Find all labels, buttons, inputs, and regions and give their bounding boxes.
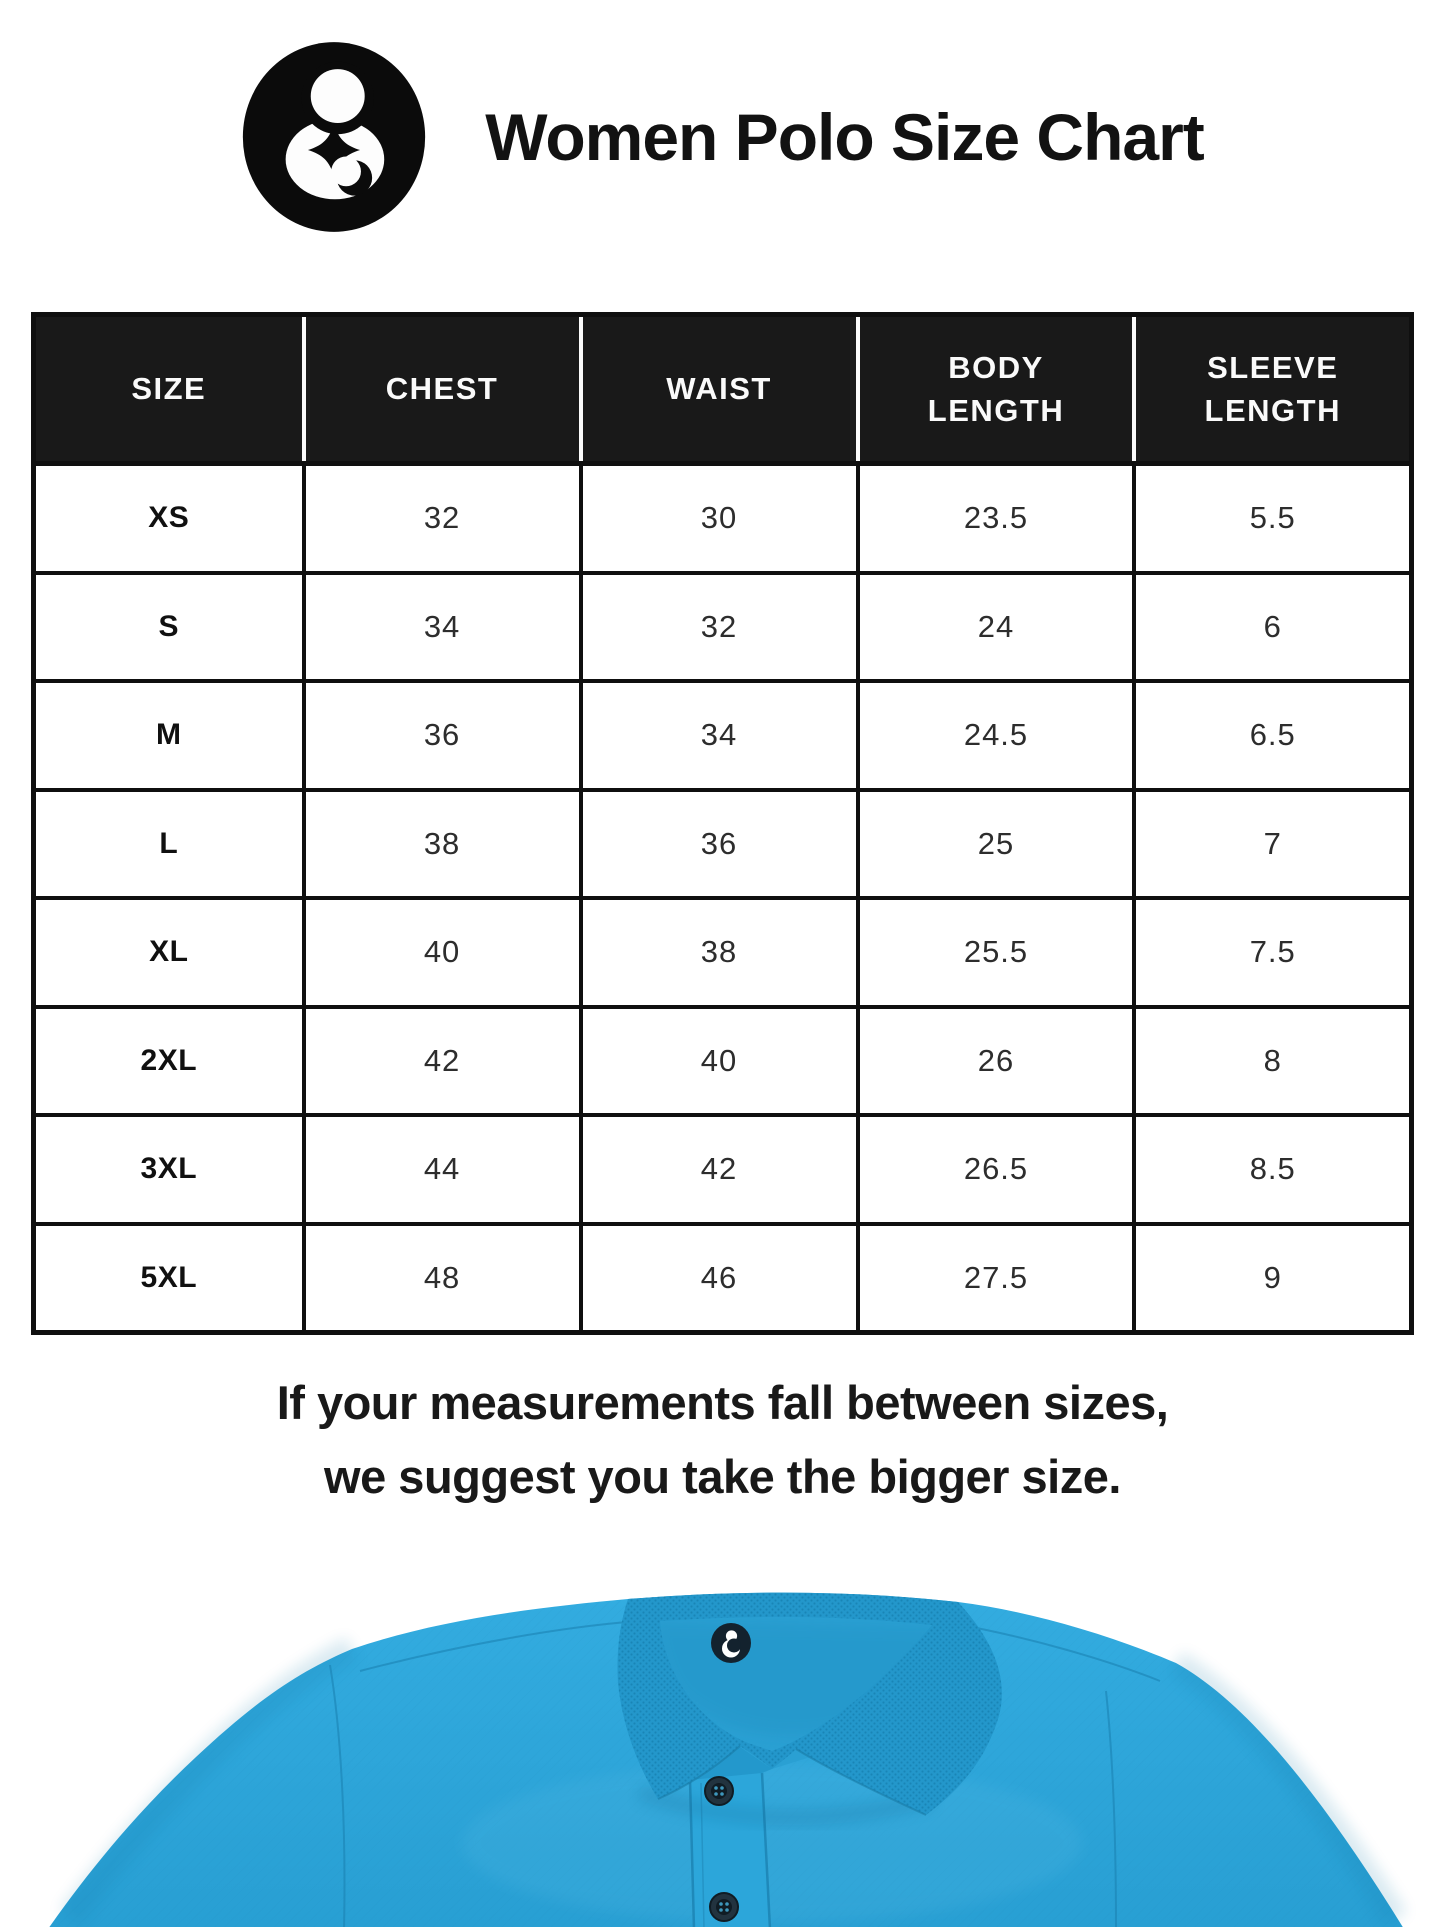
size-cell: S (31, 570, 306, 683)
body-length-cell: 24.5 (855, 679, 1137, 792)
sleeve-length-cell: 6 (1132, 570, 1414, 683)
header-row: SIZE CHEST WAIST BODY LENGTH SLEEVE LENG… (33, 314, 1412, 466)
waist-cell: 32 (578, 570, 860, 683)
polo-shirt-image (49, 1592, 1407, 1927)
body-length-cell: 25 (855, 787, 1137, 900)
sizing-note-line1: If your measurements fall between sizes, (276, 1376, 1169, 1429)
chest-cell: 44 (301, 1113, 583, 1226)
sizing-note: If your measurements fall between sizes,… (0, 1366, 1445, 1514)
size-cell: 3XL (31, 1113, 306, 1226)
body-length-cell: 25.5 (855, 896, 1137, 1009)
table-row-xs: XS 32 30 23.5 5.5 (31, 461, 1414, 575)
size-cell: XL (31, 896, 306, 1009)
col-header-waist: WAIST (578, 314, 858, 466)
size-cell: M (31, 679, 306, 792)
size-table-header: SIZE CHEST WAIST BODY LENGTH SLEEVE LENG… (33, 314, 1412, 466)
waist-cell: 30 (578, 461, 860, 575)
sizing-note-line2: we suggest you take the bigger size. (324, 1450, 1121, 1503)
size-table: SIZE CHEST WAIST BODY LENGTH SLEEVE LENG… (31, 312, 1414, 1335)
col-header-body-length: BODY LENGTH (855, 314, 1135, 466)
chest-cell: 38 (301, 787, 583, 900)
table-row-3xl: 3XL 44 42 26.5 8.5 (31, 1113, 1414, 1226)
waist-cell: 34 (578, 679, 860, 792)
table-row-l: L 38 36 25 7 (31, 787, 1414, 900)
waist-cell: 38 (578, 896, 860, 1009)
size-cell: 2XL (31, 1004, 306, 1117)
polo-button-top (704, 1776, 734, 1806)
col-header-size: SIZE (33, 314, 304, 466)
sleeve-length-cell: 7 (1132, 787, 1414, 900)
size-table-body: XS 32 30 23.5 5.5 S 34 32 24 6 M 36 34 2… (31, 461, 1414, 1335)
chest-cell: 32 (301, 461, 583, 575)
body-length-cell: 27.5 (855, 1221, 1137, 1335)
body-length-cell: 26.5 (855, 1113, 1137, 1226)
waist-cell: 42 (578, 1113, 860, 1226)
body-length-cell: 23.5 (855, 461, 1137, 575)
page-title: Women Polo Size Chart (485, 100, 1205, 174)
body-length-cell: 26 (855, 1004, 1137, 1117)
table-row-m: M 36 34 24.5 6.5 (31, 679, 1414, 792)
chest-cell: 42 (301, 1004, 583, 1117)
size-cell: 5XL (31, 1221, 306, 1335)
sleeve-length-cell: 8 (1132, 1004, 1414, 1117)
table-row-s: S 34 32 24 6 (31, 570, 1414, 683)
brand-header: Women Polo Size Chart (0, 40, 1445, 234)
sleeve-length-cell: 6.5 (1132, 679, 1414, 792)
chest-cell: 40 (301, 896, 583, 1009)
col-header-chest: CHEST (301, 314, 581, 466)
size-cell: L (31, 787, 306, 900)
chest-cell: 34 (301, 570, 583, 683)
waist-cell: 40 (578, 1004, 860, 1117)
col-header-sleeve-length: SLEEVE LENGTH (1132, 314, 1412, 466)
sleeve-length-cell: 8.5 (1132, 1113, 1414, 1226)
sleeve-length-cell: 9 (1132, 1221, 1414, 1335)
chest-cell: 36 (301, 679, 583, 792)
waist-cell: 36 (578, 787, 860, 900)
table-row-5xl: 5XL 48 46 27.5 9 (31, 1221, 1414, 1335)
sleeve-length-cell: 7.5 (1132, 896, 1414, 1009)
body-length-cell: 24 (855, 570, 1137, 683)
mother-baby-logo-icon (243, 42, 426, 232)
neck-label-logo-icon (711, 1623, 751, 1663)
size-cell: XS (31, 461, 306, 575)
waist-cell: 46 (578, 1221, 860, 1335)
polo-button-bottom (709, 1892, 739, 1922)
chest-cell: 48 (301, 1221, 583, 1335)
table-row-2xl: 2XL 42 40 26 8 (31, 1004, 1414, 1117)
table-row-xl: XL 40 38 25.5 7.5 (31, 896, 1414, 1009)
sleeve-length-cell: 5.5 (1132, 461, 1414, 575)
